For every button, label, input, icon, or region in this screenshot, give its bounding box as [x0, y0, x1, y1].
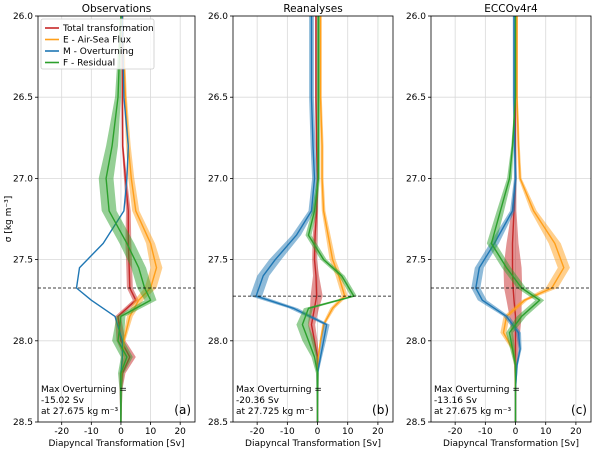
x-tick-label: -20	[54, 427, 69, 437]
y-tick-label: 27.0	[406, 174, 426, 184]
band-e-air-sea-flux	[317, 16, 348, 422]
line-f-residual	[301, 16, 355, 422]
panel-letter: (b)	[372, 403, 389, 417]
y-tick-label: 26.0	[13, 12, 33, 22]
panel-letter: (c)	[571, 403, 587, 417]
y-tick-label: 26.0	[208, 12, 228, 22]
panel-letter: (a)	[174, 403, 191, 417]
y-tick-label: 28.0	[13, 337, 33, 347]
x-axis-label: Diapyncal Transformation [Sv]	[245, 439, 381, 449]
legend-label: M - Overturning	[63, 47, 134, 57]
max-overturning-annotation: -13.16 Sv	[434, 396, 478, 406]
y-tick-label: 28.5	[406, 418, 426, 428]
panel-title: Reanalyses	[283, 3, 342, 15]
panel-2: Reanalyses -20 -10 0 10 20 26.0 26.5 27.0 27.5 28.…	[208, 3, 394, 449]
x-tick-label: 20	[174, 427, 186, 437]
x-tick-label: -10	[84, 427, 99, 437]
max-overturning-annotation: Max Overturning =	[236, 385, 322, 395]
axes-frame	[430, 15, 592, 423]
y-tick-label: 26.5	[406, 93, 426, 103]
panel-title: Observations	[82, 3, 151, 15]
max-overturning-annotation: at 27.725 kg m⁻³	[236, 407, 314, 417]
y-tick-label: 28.5	[13, 418, 33, 428]
y-tick-label: 27.5	[13, 256, 33, 266]
x-tick-label: -10	[280, 427, 295, 437]
panel-1: Observations -20 -10 0 10 20 26.0 26.5 27.0 27.5 2…	[13, 3, 196, 449]
y-tick-label: 27.0	[13, 174, 33, 184]
x-axis-label: Diapyncal Transformation [Sv]	[443, 439, 579, 449]
y-axis-label: σ [kg m⁻³]	[4, 196, 14, 243]
max-overturning-annotation: Max Overturning =	[41, 385, 127, 395]
max-overturning-annotation: Max Overturning =	[434, 385, 520, 395]
x-tick-label: 20	[372, 427, 384, 437]
y-tick-label: 28.0	[406, 337, 426, 347]
y-tick-label: 27.5	[208, 256, 228, 266]
y-tick-label: 28.0	[208, 337, 228, 347]
x-tick-label: -10	[478, 427, 493, 437]
axes-frame	[37, 15, 196, 423]
band-f-residual	[98, 16, 157, 422]
y-tick-label: 28.5	[208, 418, 228, 428]
x-tick-label: 10	[540, 427, 552, 437]
y-tick-label: 26.5	[13, 93, 33, 103]
max-overturning-annotation: at 27.675 kg m⁻³	[434, 407, 512, 417]
legend-box	[40, 18, 155, 70]
line-m-overturning	[475, 16, 521, 422]
legend-label: E - Air-Sea Flux	[63, 36, 132, 46]
x-tick-label: -20	[448, 427, 463, 437]
y-tick-label: 26.0	[406, 12, 426, 22]
y-tick-label: 27.0	[208, 174, 228, 184]
max-overturning-annotation: -20.36 Sv	[236, 396, 280, 406]
panel-3: ECCOv4r4 -20 -10 0 10 20 26.0 26.5 27.0 27.5 28.0 2…	[406, 3, 592, 449]
x-axis-label: Diapyncal Transformation [Sv]	[49, 439, 185, 449]
legend-label: Total transformation	[62, 24, 154, 34]
x-tick-label: 0	[513, 427, 519, 437]
band-e-air-sea-flux	[120, 16, 163, 422]
x-tick-label: 10	[145, 427, 157, 437]
max-overturning-annotation: -15.02 Sv	[41, 396, 85, 406]
line-m-overturning	[255, 16, 328, 422]
x-tick-label: 20	[570, 427, 582, 437]
axes-frame	[232, 15, 394, 423]
legend-label: F - Residual	[63, 59, 115, 69]
x-tick-label: 0	[118, 427, 124, 437]
panel-title: ECCOv4r4	[484, 3, 538, 15]
max-overturning-annotation: at 27.675 kg m⁻³	[41, 407, 119, 417]
y-tick-label: 26.5	[208, 93, 228, 103]
x-tick-label: -20	[250, 427, 265, 437]
x-tick-label: 10	[342, 427, 354, 437]
y-tick-label: 27.5	[406, 256, 426, 266]
x-tick-label: 0	[315, 427, 321, 437]
